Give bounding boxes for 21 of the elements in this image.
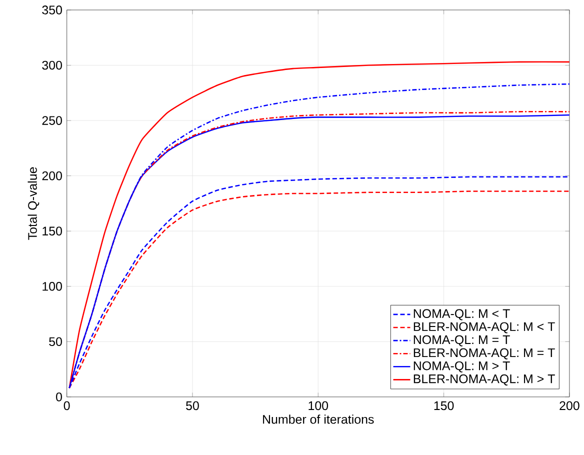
y-tick-label: 250 <box>42 116 62 126</box>
y-tick-label: 100 <box>42 282 62 291</box>
y-tick-label: 0 <box>56 392 62 402</box>
y-tick-label: 200 <box>42 172 62 180</box>
y-tick-label: 50 <box>49 337 62 346</box>
y-tick-label: 300 <box>42 60 62 70</box>
legend-label: NOMA-QL: M = T <box>414 335 510 346</box>
x-tick-label: 100 <box>308 401 328 410</box>
legend-label: BLER-NOMA-AQL: M > T <box>414 374 555 386</box>
y-tick-label: 150 <box>42 226 62 236</box>
legend-label: NOMA-QL: M < T <box>414 309 510 320</box>
x-tick-label: 50 <box>186 401 199 410</box>
x-tick-label: 200 <box>560 401 580 410</box>
legend-label: BLER-NOMA-AQL: M = T <box>414 348 555 360</box>
y-tick-label: 350 <box>42 6 62 15</box>
x-tick-label: 0 <box>64 401 70 410</box>
y-axis-title: Total Q-value <box>28 167 40 240</box>
x-axis-title: Number of iterations <box>263 414 374 424</box>
legend-label: NOMA-QL: M > T <box>414 361 510 373</box>
x-tick-label: 150 <box>434 401 454 410</box>
legend-label: BLER-NOMA-AQL: M < T <box>414 322 555 334</box>
